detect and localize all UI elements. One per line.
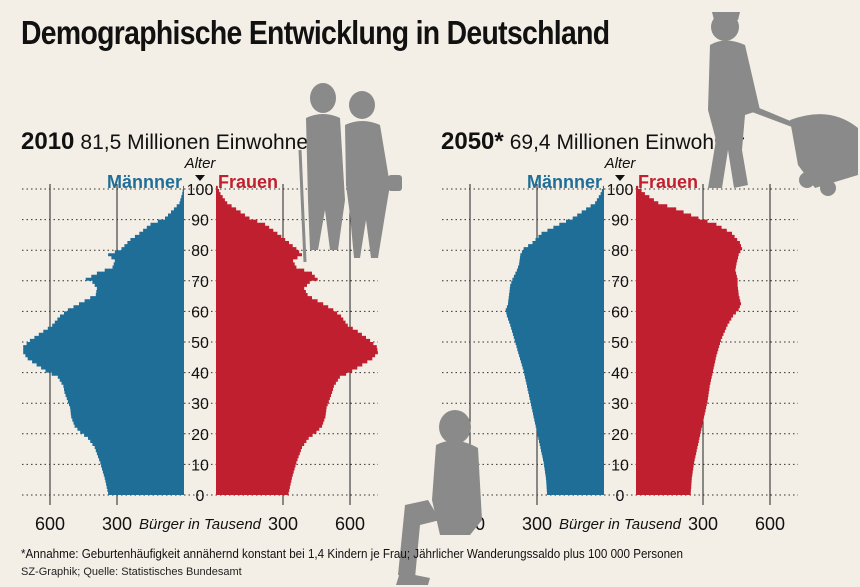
panel-2050-x-tick-label-right: 300 — [688, 514, 718, 534]
panel-2010-x-axis-label: Bürger in Tausend — [139, 516, 262, 533]
panel-2050-age-axis-label: Alter — [604, 155, 637, 172]
panel-2010-age-tick-label: 0 — [196, 488, 205, 505]
panel-2050-age-tick-label: 30 — [611, 396, 629, 413]
panel-2010-x-tick-label-left: 600 — [35, 514, 65, 534]
panel-2010-age-tick-label: 80 — [191, 243, 209, 260]
panel-2050-age-tick-label: 60 — [611, 304, 629, 321]
seated-elderly-person-silhouette-icon — [396, 410, 482, 585]
page-title: Demographische Entwicklung in Deutschlan… — [21, 14, 610, 51]
panel-2050-header: 2050* 69,4 Millionen Einwohner — [441, 128, 744, 156]
panel-2010-subtitle: 81,5 Millionen Einwohner — [80, 131, 316, 154]
panel-2010-x-tick-label-left: 300 — [102, 514, 132, 534]
panel-2050-x-axis-label: Bürger in Tausend — [559, 516, 682, 533]
panel-2050-age-tick-label: 40 — [611, 366, 629, 383]
panel-2010-age-tick-label: 70 — [191, 274, 209, 291]
panel-2050-subtitle: 69,4 Millionen Einwohner — [509, 131, 745, 154]
panel-2010-age-tick-label: 10 — [191, 457, 209, 474]
panel-2050-x-tick-label-right: 600 — [755, 514, 785, 534]
panel-2050-age-tick-label: 20 — [611, 427, 629, 444]
panel-2050-year: 2050* — [441, 128, 504, 155]
panel-2050-men-bars — [505, 185, 604, 495]
panel-2050-age-arrow-icon — [615, 175, 625, 181]
panel-2010-year: 2010 — [21, 128, 75, 155]
panel-2010-women-label: Frauen — [218, 172, 278, 192]
panel-2010-age-axis-label: Alter — [184, 155, 217, 172]
panel-2050-age-tick-label: 100 — [607, 182, 634, 199]
panel-2050-age-tick-label: 10 — [611, 457, 629, 474]
panel-2050-age-tick-label: 90 — [611, 213, 629, 230]
panel-2010-men-bars — [23, 185, 185, 495]
panel-2010-x-tick-label-right: 600 — [335, 514, 365, 534]
panel-2010-age-tick-label: 30 — [191, 396, 209, 413]
panel-2010-age-tick-label: 50 — [191, 335, 209, 352]
panel-2050-age-tick-label: 50 — [611, 335, 629, 352]
panel-2010-age-tick-label: 60 — [191, 304, 209, 321]
panel-2050-age-tick-label: 0 — [616, 488, 625, 505]
panel-2010-age-tick-label: 20 — [191, 427, 209, 444]
panel-2010-women-bars — [216, 185, 378, 495]
panel-2010-age-tick-label: 100 — [187, 182, 214, 199]
panel-2050-age-tick-label: 70 — [611, 274, 629, 291]
panel-2050-women-bars — [636, 185, 743, 495]
panel-2010-header: 2010 81,5 Millionen Einwohner — [21, 128, 315, 156]
panel-2050-age-tick-label: 80 — [611, 243, 629, 260]
panel-2010-age-tick-label: 40 — [191, 366, 209, 383]
panel-2010-age-arrow-icon — [195, 175, 205, 181]
panel-2050-men-label: Männner — [527, 172, 602, 192]
panel-2010-age-tick-label: 90 — [191, 213, 209, 230]
source-note: SZ-Graphik; Quelle: Statistisches Bundes… — [21, 566, 242, 578]
elderly-man-with-trolley-silhouette-icon — [708, 12, 858, 196]
panel-2010-x-tick-label-right: 300 — [268, 514, 298, 534]
elderly-couple-silhouette-icon — [298, 83, 402, 263]
panel-2050-women-label: Frauen — [638, 172, 698, 192]
panel-2050-x-tick-label-left: 300 — [522, 514, 552, 534]
panel-2010-men-label: Männner — [107, 172, 182, 192]
footnote: *Annahme: Geburtenhäufigkeit annähernd k… — [21, 547, 683, 561]
